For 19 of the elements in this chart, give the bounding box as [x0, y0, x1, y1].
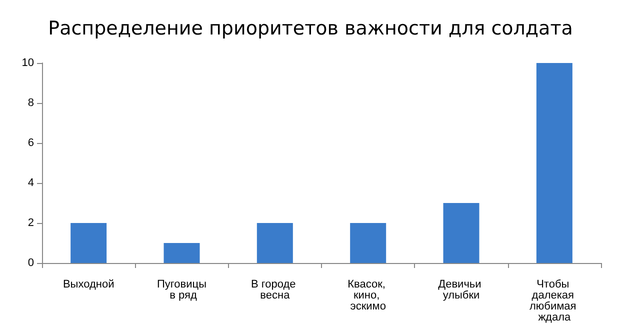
y-tick-label: 4	[28, 177, 34, 189]
chart-title: Распределение приоритетов важности для солдата	[48, 18, 573, 40]
bar	[443, 203, 480, 263]
bar	[350, 223, 386, 263]
bar	[70, 223, 107, 263]
y-tick-label: 6	[28, 137, 34, 149]
y-tick-label: 8	[28, 97, 34, 109]
x-tick-label: В городе весна	[250, 278, 299, 302]
x-tick-label: Пуговицы в ряд	[157, 278, 207, 302]
y-tick-label: 2	[28, 217, 34, 229]
x-tick-label: Девичьи улыбки	[438, 278, 484, 302]
y-tick-label: 10	[22, 57, 34, 69]
x-tick-label: Квасок, кино, эскимо	[348, 278, 389, 312]
bar	[164, 243, 200, 263]
bar	[536, 63, 572, 263]
bar	[256, 223, 293, 263]
x-tick-label: Чтобы далекая любимая ждала	[530, 278, 580, 324]
x-tick-label: Выходной	[62, 278, 114, 290]
y-tick-label: 0	[28, 257, 34, 269]
